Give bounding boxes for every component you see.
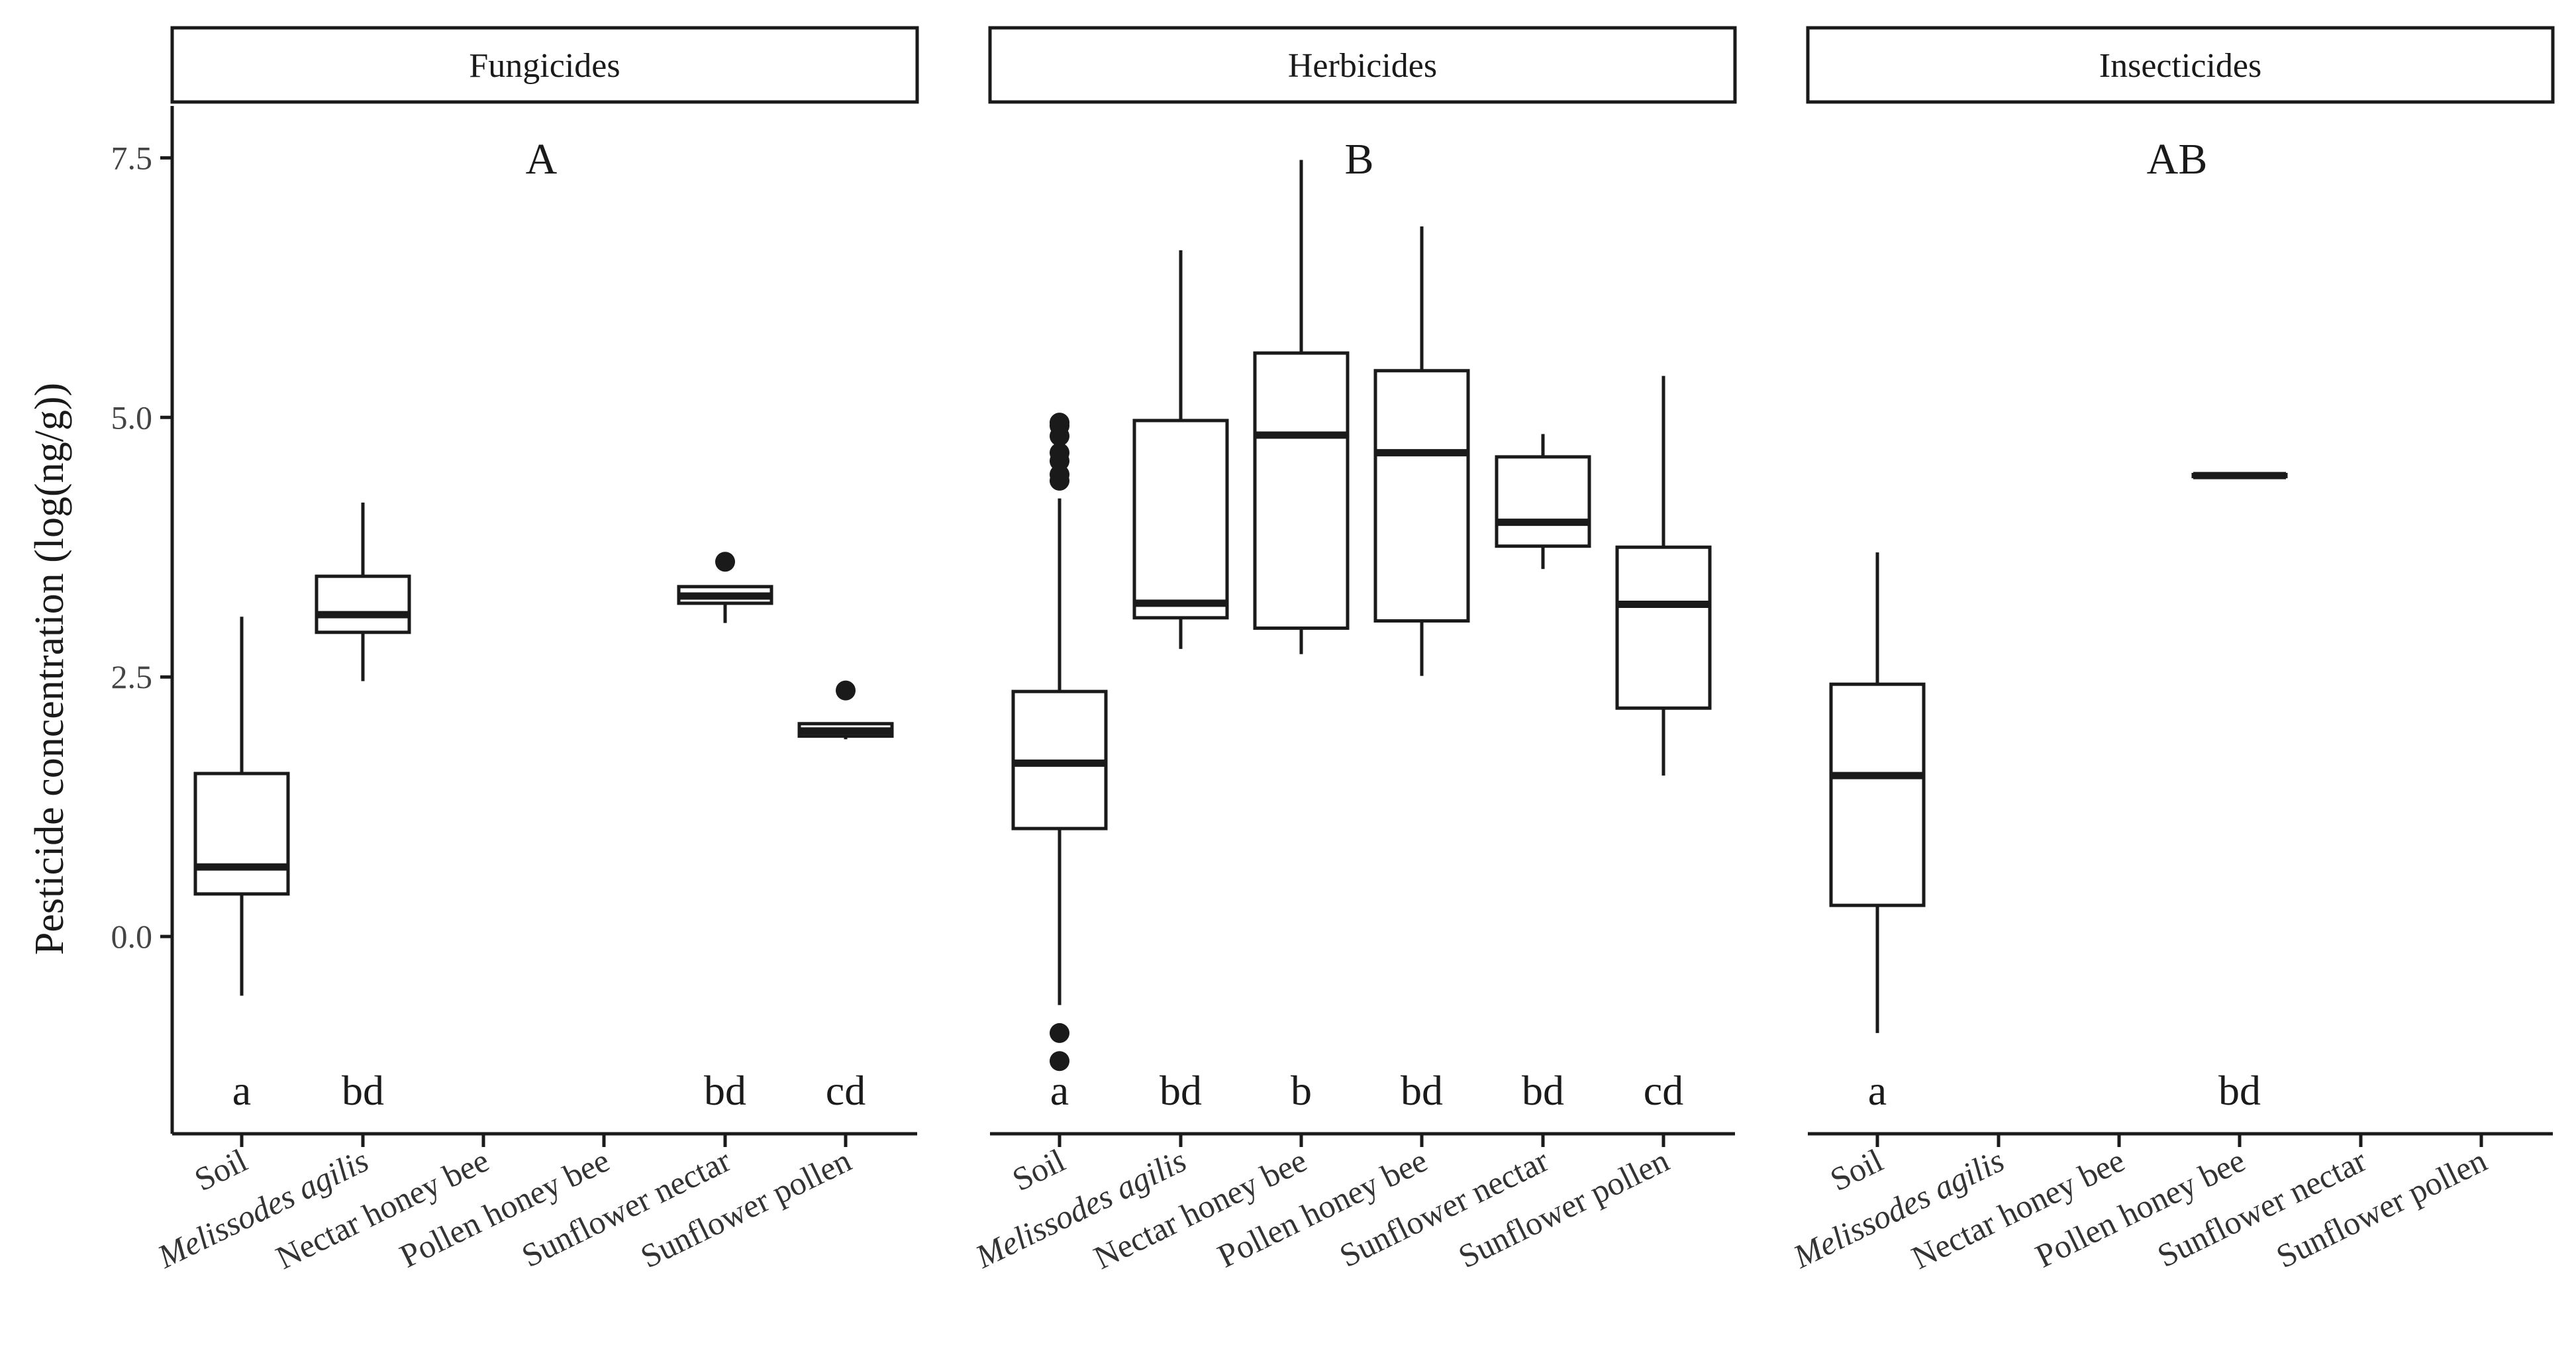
box-melissodes-agilis: bd xyxy=(1132,250,1229,1114)
significance-letter: bd xyxy=(2218,1067,2261,1114)
outlier-point xyxy=(1050,1051,1069,1072)
box-iqr xyxy=(1615,545,1712,710)
significance-letter: b xyxy=(1291,1067,1312,1114)
significance-letter: bd xyxy=(342,1067,384,1114)
significance-letter: bd xyxy=(1401,1067,1443,1114)
significance-letter: a xyxy=(232,1067,251,1114)
y-axis-label: Pesticide concentration (log(ng/g)) xyxy=(27,383,72,955)
y-axis: 0.0 2.5 5.0 7.5 xyxy=(111,106,174,1134)
box-soil: a xyxy=(1829,552,1926,1114)
group-letter: B xyxy=(1344,135,1373,183)
outlier-point xyxy=(1050,413,1069,433)
facet-strip-title: Fungicides xyxy=(469,47,620,85)
box-sunflower-pollen: cd xyxy=(1615,375,1712,1114)
significance-letter: cd xyxy=(826,1067,866,1114)
significance-letter: cd xyxy=(1644,1067,1683,1114)
y-tick-label: 2.5 xyxy=(111,658,153,695)
facet-strip xyxy=(170,26,919,104)
x-tick-label: Sunflower pollen xyxy=(2270,1142,2492,1275)
x-tick-label: Sunflower pollen xyxy=(634,1142,856,1275)
y-tick-label: 7.5 xyxy=(111,139,153,176)
outlier-point xyxy=(1050,1023,1069,1043)
y-tick-label: 0.0 xyxy=(111,918,153,955)
significance-letter: bd xyxy=(1160,1067,1202,1114)
box-iqr xyxy=(1373,369,1470,623)
box-soil: a xyxy=(1011,413,1108,1114)
box-sunflower-nectar: bd xyxy=(1495,434,1591,1114)
box-iqr xyxy=(1132,419,1229,620)
facet-strip-title: Insecticides xyxy=(2099,47,2261,85)
significance-letter: bd xyxy=(704,1067,746,1114)
box-sunflower-pollen: cd xyxy=(797,680,894,1114)
box-iqr xyxy=(1253,351,1350,630)
box-soil: a xyxy=(193,617,290,1114)
y-tick-label: 5.0 xyxy=(111,399,153,436)
x-tick-label: Soil xyxy=(1824,1142,1889,1199)
box-nectar-honey-bee: b xyxy=(1253,160,1350,1114)
significance-letter: a xyxy=(1050,1067,1069,1114)
x-tick-label: Soil xyxy=(189,1142,253,1199)
group-letter: A xyxy=(526,135,558,183)
box-melissodes-agilis: bd xyxy=(315,502,411,1114)
x-tick-label: Soil xyxy=(1007,1142,1071,1199)
significance-letter: a xyxy=(1868,1067,1887,1114)
y-axis-label-group: Pesticide concentration (log(ng/g)) xyxy=(27,383,72,955)
outlier-point xyxy=(1050,442,1069,463)
box-iqr xyxy=(1829,682,1926,907)
box-iqr xyxy=(193,772,290,896)
outlier-point xyxy=(836,680,856,701)
group-letter: AB xyxy=(2147,135,2208,183)
facet-strip xyxy=(1806,26,2555,104)
outlier-point xyxy=(715,552,735,572)
box-pollen-honey-bee: bd xyxy=(2191,472,2288,1114)
box-iqr xyxy=(315,574,411,634)
box-iqr xyxy=(1495,455,1591,548)
box-pollen-honey-bee: bd xyxy=(1373,226,1470,1114)
facet-strip-title: Herbicides xyxy=(1288,47,1437,85)
x-tick-label: Sunflower pollen xyxy=(1452,1142,1674,1275)
significance-letter: bd xyxy=(1522,1067,1564,1114)
box-sunflower-nectar: bd xyxy=(677,552,773,1114)
facet-strip xyxy=(988,26,1737,104)
